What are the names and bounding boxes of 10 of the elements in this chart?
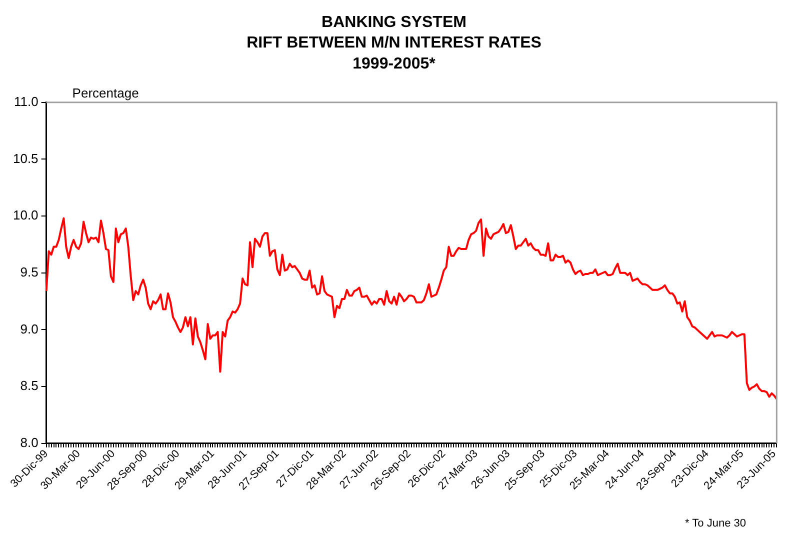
y-tick-label: 9.5 [20, 264, 38, 280]
y-tick-label: 10.5 [12, 150, 38, 166]
y-axis-title: Percentage [72, 85, 139, 100]
chart-title: BANKING SYSTEM RIFT BETWEEN M/N INTEREST RATES 1999-2005* [246, 14, 542, 72]
text: * To June 30 [685, 518, 746, 530]
y-tick-label: 8.5 [20, 378, 38, 394]
y-tick-label: 10.0 [12, 208, 38, 223]
y-tick-label: 11.0 [14, 94, 38, 109]
y-tick-label: 8.0 [20, 434, 38, 450]
y-tick-label: 9.0 [20, 321, 38, 336]
